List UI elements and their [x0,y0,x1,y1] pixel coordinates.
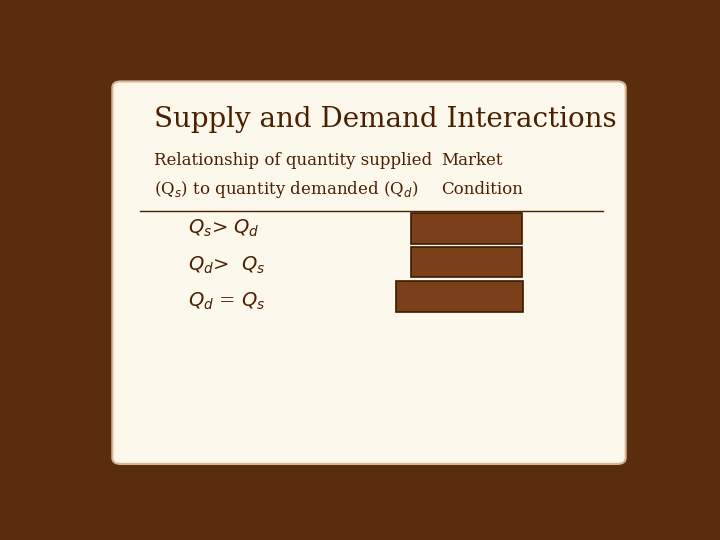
FancyBboxPatch shape [411,246,523,277]
Text: $Q_s$> $Q_d$: $Q_s$> $Q_d$ [188,218,259,239]
Text: (Q$_s$) to quantity demanded (Q$_d$): (Q$_s$) to quantity demanded (Q$_d$) [154,179,418,200]
FancyBboxPatch shape [396,281,523,312]
FancyBboxPatch shape [411,213,523,244]
Text: $Q_d$ = $Q_s$: $Q_d$ = $Q_s$ [188,291,265,313]
FancyBboxPatch shape [112,82,626,464]
Text: Relationship of quantity supplied: Relationship of quantity supplied [154,152,432,169]
Text: Supply and Demand Interactions: Supply and Demand Interactions [154,106,617,133]
Text: $Q_d$>  $Q_s$: $Q_d$> $Q_s$ [188,254,265,276]
Text: Condition: Condition [441,181,523,198]
Text: Market: Market [441,152,503,169]
